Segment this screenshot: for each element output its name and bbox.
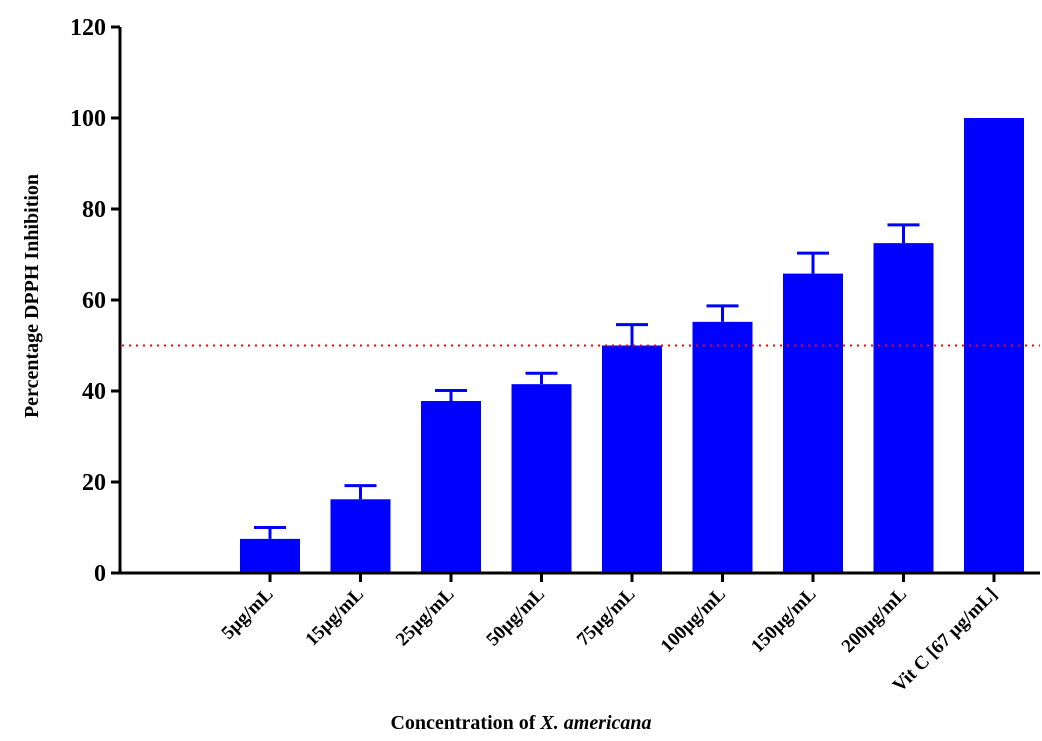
bar-15-g-ml	[330, 499, 391, 573]
x-tick-label-100-g-ml: 100µg/mL	[657, 584, 730, 657]
y-tick-label-40: 40	[82, 379, 106, 405]
bar-150-g-ml	[783, 273, 843, 573]
bars-group	[240, 118, 1024, 573]
bar-25-g-ml	[421, 401, 481, 573]
bar-vit-c-67-g-ml	[964, 118, 1024, 573]
bar-5-g-ml	[240, 538, 300, 573]
error-bars-group	[254, 223, 920, 539]
x-tick-label-5-g-ml: 5µg/mL	[218, 584, 278, 644]
x-tick-label-150-g-ml: 150µg/mL	[747, 584, 820, 657]
y-tick-label-80: 80	[82, 197, 106, 223]
bar-200-g-ml	[873, 243, 934, 573]
bar-100-g-ml	[692, 321, 753, 573]
x-axis-title-prefix: Concentration of	[390, 712, 541, 734]
x-tick-label-25-g-ml: 25µg/mL	[392, 584, 459, 651]
x-axis-title-species: X. americana	[540, 712, 652, 734]
y-tick-label-120: 120	[70, 15, 106, 41]
y-tick-label-20: 20	[82, 470, 106, 496]
y-tick-label-0: 0	[94, 561, 106, 587]
x-tick-label-15-g-ml: 15µg/mL	[301, 584, 368, 651]
x-tick-label-200-g-ml: 200µg/mL	[838, 584, 911, 657]
x-axis-title: Concentration of X. americana	[0, 712, 1042, 735]
y-tick-label-100: 100	[70, 106, 106, 132]
y-ticks-group: 0 20 40 60 80 100 120	[70, 15, 120, 587]
x-tick-label-75-g-ml: 75µg/mL	[573, 584, 640, 651]
y-axis-title: Percentage DPPH Inhibition	[21, 174, 43, 418]
bar-50-g-ml	[511, 384, 572, 573]
x-ticks-group: 5µg/mL 15µg/mL 25µg/mL 50µg/mL 75µg/mL 100µg/…	[218, 573, 1002, 696]
y-tick-label-60: 60	[82, 288, 106, 314]
bar-75-g-ml	[602, 345, 662, 573]
x-tick-label-50-g-ml: 50µg/mL	[482, 584, 549, 651]
